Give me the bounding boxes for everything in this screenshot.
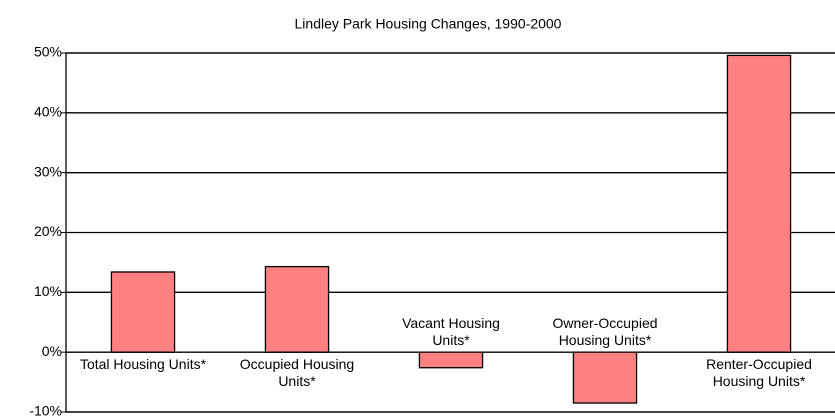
bar: [110, 271, 176, 353]
y-tick-label: 20%: [34, 223, 62, 239]
x-tick-label-box: Renter-Occupied Housing Units*: [706, 356, 812, 390]
bar: [572, 351, 638, 404]
bar: [264, 265, 330, 353]
y-tick-label: 40%: [34, 104, 62, 120]
y-tick-label: 50%: [34, 44, 62, 60]
y-tick-label: 0%: [42, 343, 62, 359]
y-tick-label: 10%: [34, 283, 62, 299]
bar: [726, 54, 792, 353]
x-tick-label-box: Owner-Occupied Housing Units*: [552, 315, 658, 349]
x-tick-label: Occupied Housing Units*: [239, 356, 355, 390]
bar: [418, 351, 484, 369]
y-tick-label: -10%: [29, 403, 62, 416]
x-tick-label: Owner-Occupied Housing Units*: [552, 315, 658, 349]
x-tick-label: Vacant Housing Units*: [402, 315, 500, 349]
x-tick-label-box: Occupied Housing Units*: [239, 356, 355, 390]
y-tick-label: 30%: [34, 163, 62, 179]
x-tick-label: Total Housing Units*: [79, 356, 207, 373]
x-tick-label-box: Total Housing Units*: [79, 356, 207, 373]
x-tick-label-box: Vacant Housing Units*: [402, 315, 500, 349]
x-tick-label: Renter-Occupied Housing Units*: [706, 356, 812, 390]
plot-frame: [65, 52, 835, 413]
chart-title: Lindley Park Housing Changes, 1990-2000: [295, 16, 562, 32]
